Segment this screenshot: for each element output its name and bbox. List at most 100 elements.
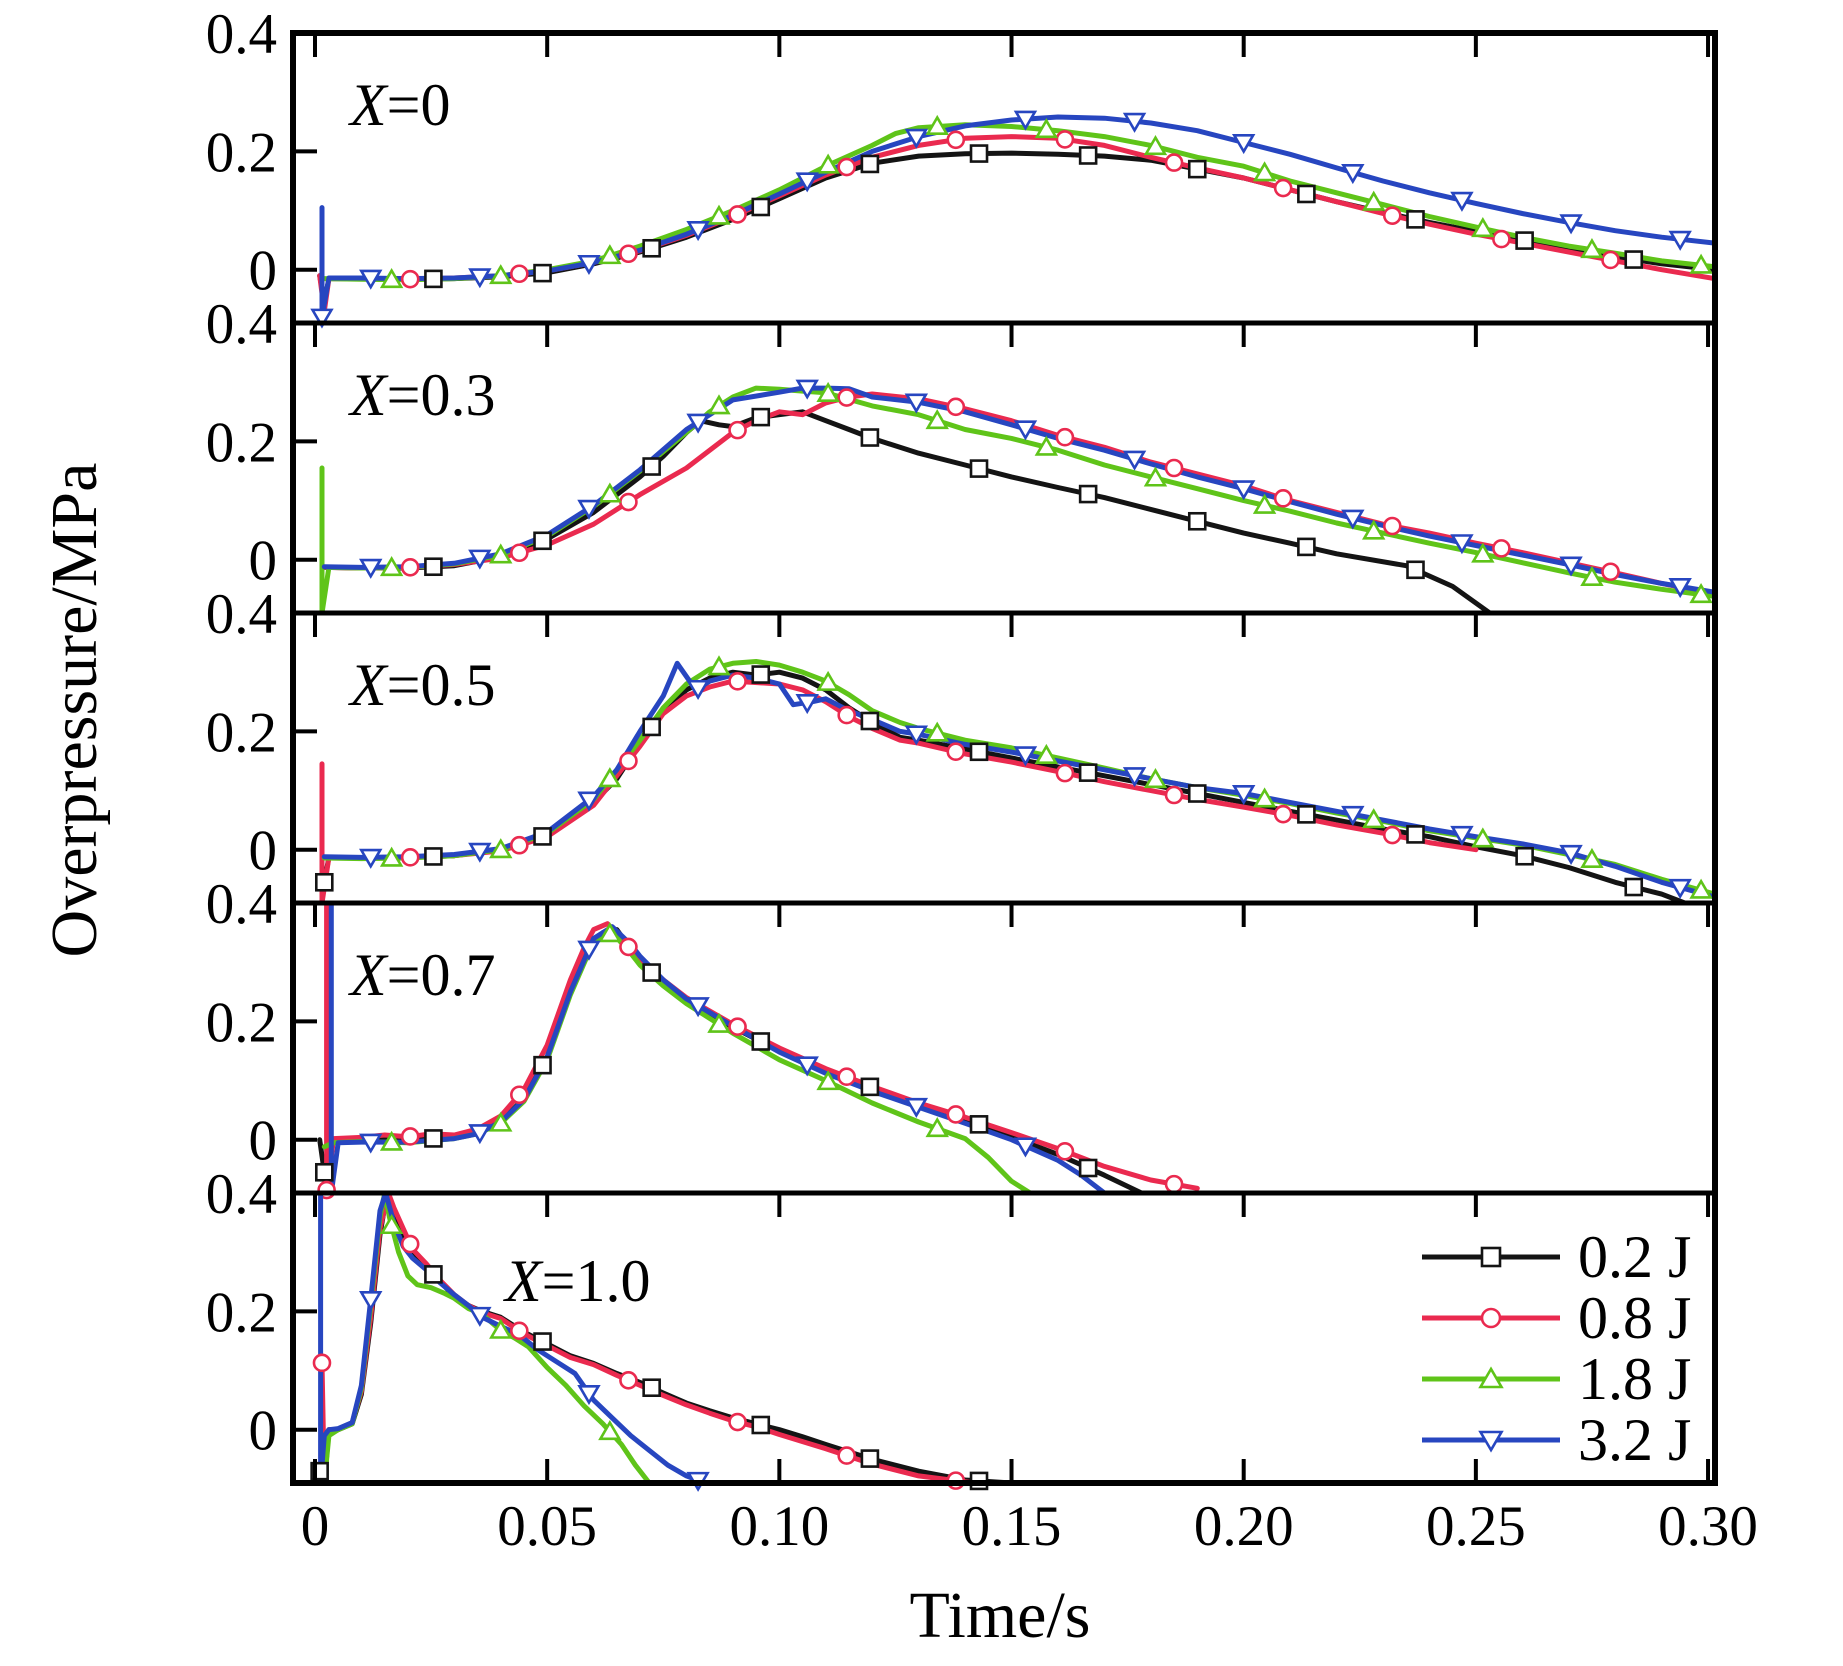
triangle-down-marker [1341,163,1365,185]
triangle-down-marker [468,1124,492,1145]
circle-marker [1055,130,1075,149]
square-marker [424,1129,443,1148]
circle-marker [728,1412,747,1432]
triangle-up-marker [1361,519,1386,540]
triangle-up-marker [1143,135,1168,156]
triangle-down-marker [686,413,710,434]
series-line-0.2J [317,150,1715,305]
square-marker [533,1055,552,1075]
square-marker [314,1162,334,1182]
y-tick-label: 0.2 [206,411,277,474]
triangle-up-marker [925,721,949,742]
y-tick-label: 0 [249,820,278,883]
circle-marker [510,835,529,855]
triangle-up-marker [1034,435,1059,456]
x-tick-label: 0.05 [497,1495,597,1558]
triangle-down-marker [1231,133,1256,155]
square-marker [860,1449,880,1468]
triangle-up-marker [707,204,731,225]
square-marker [751,197,771,217]
circle-marker [946,742,966,762]
square-marker [1406,825,1425,844]
legend-label-1.8J: 1.8 J [1578,1346,1691,1412]
y-tick-label: 0 [249,1110,278,1173]
triangle-down-marker [1559,844,1583,865]
triangle-down-marker [686,679,710,701]
panel-label-0: X=0 [348,72,451,138]
circle-marker [837,1446,856,1465]
triangle-up-marker [1689,582,1713,604]
triangle-down-marker [1478,1430,1504,1453]
triangle-down-marker [904,128,929,149]
y-tick-label: 0.4 [206,1163,277,1226]
triangle-down-marker [468,268,492,289]
circle-marker [1055,763,1075,783]
square-marker [1297,537,1316,557]
x-tick-label: 0.20 [1194,1495,1294,1558]
square-marker [751,407,771,427]
circle-marker [1480,1307,1502,1329]
square-marker [860,711,880,731]
series-line-0.8J [319,1193,977,1483]
triangle-down-marker [310,308,334,329]
triangle-down-marker [1450,825,1474,846]
square-marker [1078,763,1098,782]
triangle-up-marker [816,670,840,691]
y-tick-label: 0.4 [206,583,277,646]
triangle-down-marker [686,997,710,1018]
square-marker [642,238,661,258]
circle-marker [1273,804,1293,824]
circle-marker [619,751,638,771]
circle-marker [510,543,529,563]
circle-marker [837,388,856,407]
square-marker [424,557,443,577]
square-marker [969,1115,989,1134]
triangle-up-marker [379,1130,404,1151]
triangle-down-marker [1231,480,1256,501]
square-marker [751,665,771,684]
circle-marker [312,1353,332,1373]
square-marker [533,531,552,551]
panel-1.0 [317,1193,1014,1483]
triangle-down-marker [1013,420,1038,441]
triangle-down-marker [1013,746,1038,767]
square-marker [642,963,661,982]
square-marker [751,1415,771,1435]
series-line-0.2J [321,409,1493,613]
square-marker [1515,846,1534,866]
x-axis-title: Time/s [909,1579,1091,1652]
triangle-down-marker [468,842,492,863]
circle-marker [400,557,420,577]
triangle-up-marker [598,767,622,788]
triangle-up-marker [379,268,404,289]
triangle-down-marker [1122,767,1147,788]
circle-marker [510,264,529,284]
series-line-1.8J [321,122,1715,283]
triangle-down-marker [1122,112,1147,133]
circle-marker [1055,1141,1075,1161]
square-marker [424,269,443,289]
series-line-0.8J [317,134,1715,314]
circle-marker [946,130,966,150]
y-tick-label: 0.4 [206,293,277,356]
triangle-up-marker [1143,466,1168,487]
legend-label-0.2J: 0.2 J [1578,1224,1691,1290]
triangle-down-marker [1013,1137,1038,1158]
square-marker [1406,210,1425,229]
triangle-up-marker [1361,808,1386,829]
square-marker [1624,877,1644,897]
y-tick-label: 0 [249,240,278,303]
x-tick-label: 0.15 [962,1495,1062,1558]
circle-marker [1164,458,1184,478]
square-marker [1078,1158,1098,1178]
circle-marker [510,1321,529,1341]
triangle-up-marker [1580,565,1604,586]
triangle-down-marker [686,220,710,242]
legend-label-3.2J: 3.2 J [1578,1407,1691,1473]
triangle-up-marker [1471,827,1495,848]
triangle-down-marker [359,558,383,579]
triangle-down-marker [1668,230,1692,251]
panel-label-0.3: X=0.3 [348,362,496,428]
triangle-down-marker [1668,577,1692,599]
circle-marker [510,1085,529,1105]
